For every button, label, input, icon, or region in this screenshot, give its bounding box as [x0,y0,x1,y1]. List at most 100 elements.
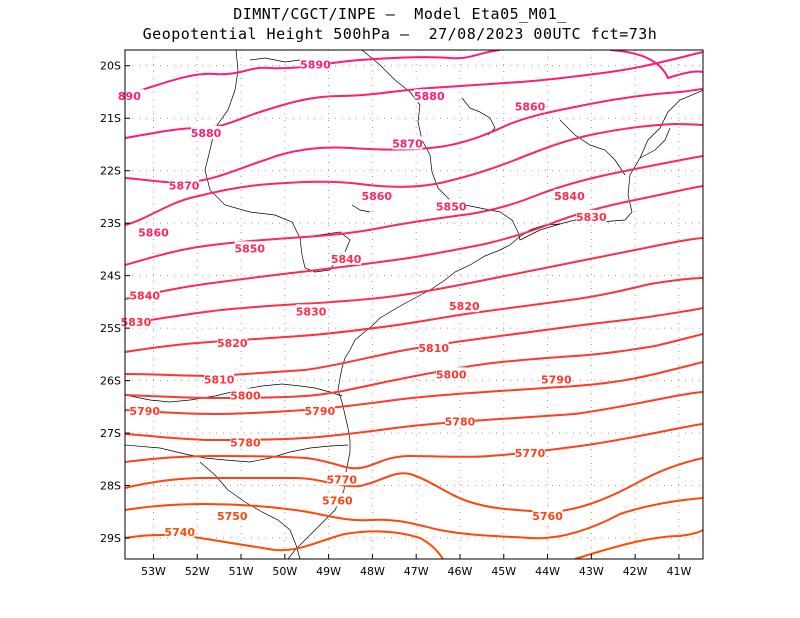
contour-label-bg [120,314,151,328]
contour-label: 5790 [541,374,572,387]
lon-tick-label: 45W [491,565,516,578]
contour-label-bg [532,509,563,523]
contour-label: 5770 [515,447,546,460]
contour-label-bg [169,178,200,192]
contour-label: 5780 [230,437,261,450]
contour-label: 5820 [449,300,480,313]
contour-label: 5840 [331,253,362,266]
lon-tick-label: 47W [404,565,429,578]
contour-label: 5870 [392,137,423,150]
contour-label: 5860 [138,227,169,240]
contour-label: 5790 [305,405,336,418]
contour-label: 5840 [554,190,585,203]
contour-label-bg [129,404,160,418]
contour-label: 5870 [169,179,200,192]
lon-tick-label: 52W [185,565,210,578]
lat-tick-label: 22S [100,165,121,178]
contour-label-bg [230,388,261,402]
contour-label-bg [541,372,572,386]
contour-label-bg [304,404,335,418]
map-frame [124,49,704,560]
lat-tick-label: 20S [100,60,121,73]
axis-ticks: 53W 52W 51W 50W 49W 48W 47W 46W 45W 44W 43W 42W 41W 2… [100,60,691,578]
contour-label-bg [164,524,195,538]
contour-label: 5760 [532,510,563,523]
contour-labels: 5890 890 5880 5880 5870 5870 5860 5860 5860 5850 5… [114,57,607,539]
contour-label-bg [576,209,607,223]
contour-label-bg [217,509,248,523]
plot-title-line2: Geopotential Height 500hPa – 27/08/2023 … [142,25,658,43]
contour-label: 5890 [300,59,331,72]
contour-label: 5780 [445,416,476,429]
contour-label-bg [138,225,169,239]
contour-label: 890 [118,90,141,103]
contour-label-bg [418,341,449,355]
contour-line-5770 [125,423,703,470]
contour-label-bg [515,446,546,460]
contour-label-bg [114,89,145,103]
lon-tick-label: 50W [272,565,297,578]
lon-tick-label: 43W [579,565,604,578]
contour-label-bg [436,367,467,381]
contour-label: 5790 [129,405,160,418]
contour-label: 5800 [230,389,261,402]
lat-tick-label: 23S [100,217,121,230]
contour-label: 5770 [326,473,357,486]
lat-tick-label: 24S [100,270,121,283]
plot-title-line1: DIMNT/CGCT/INPE – Model Eta05_M01_ [233,5,567,23]
contour-label: 5850 [234,242,265,255]
lat-tick-label: 29S [100,532,121,545]
contour-line-5840 [125,185,703,300]
lat-tick-label: 21S [100,112,121,125]
contour-label: 5820 [217,337,248,350]
contour-label-bg [554,188,585,202]
contour-label: 5760 [322,494,353,507]
contour-label-bg [217,335,248,349]
contour-line-5760 [125,457,703,514]
contour-label-bg [204,372,235,386]
lon-tick-label: 44W [535,565,560,578]
contour-line-5790 [125,361,703,416]
contour-label: 5840 [129,290,160,303]
contour-label-bg [515,99,546,113]
contour-line-5830 [125,237,703,325]
contour-line-5860 [125,122,703,226]
contour-label: 5860 [515,101,546,114]
contour-label-bg [230,435,261,449]
lon-tick-label: 51W [229,565,254,578]
lat-tick-label: 26S [100,375,121,388]
lon-tick-label: 42W [623,565,648,578]
contour-label: 5830 [296,305,327,318]
lon-tick-label: 49W [316,565,341,578]
contour-line-5820 [125,277,703,353]
lat-tick-label: 25S [100,322,121,335]
contour-label: 5850 [436,200,467,213]
contour-label: 5880 [414,90,445,103]
contour-label-bg [234,241,265,255]
contour-label: 5810 [418,342,449,355]
contour-label: 5880 [191,127,222,140]
contour-line-5850 [125,155,703,266]
contour-label-bg [444,414,475,428]
contour-label-bg [191,125,222,139]
contour-line-5890 [609,50,703,80]
contour-line-5740 [574,529,703,559]
contour-label-bg [449,299,480,313]
geopotential-contours [125,50,703,559]
contour-label: 5800 [436,368,467,381]
map-background [125,50,703,559]
contour-label: 5830 [576,211,607,224]
contour-label: 5830 [121,316,152,329]
lat-tick-label: 27S [100,427,121,440]
contour-line-5800 [125,333,703,400]
lat-lon-grid [125,50,703,559]
lon-tick-label: 41W [666,565,691,578]
contour-line-5750 [125,497,703,540]
contour-label-bg [331,251,362,265]
contour-line-5870 [125,88,703,184]
lat-tick-label: 28S [100,480,121,493]
contour-label: 5740 [164,526,195,539]
contour-label-bg [436,199,467,213]
lon-tick-label: 53W [141,565,166,578]
